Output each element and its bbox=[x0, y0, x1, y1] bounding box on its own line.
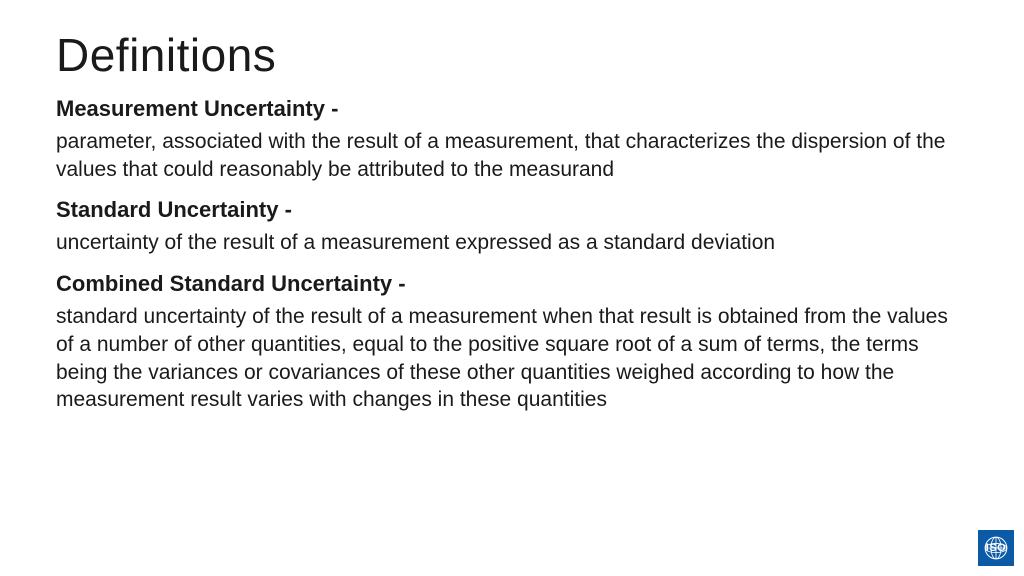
term-heading: Standard Uncertainty - bbox=[56, 197, 968, 223]
slide-title: Definitions bbox=[56, 28, 968, 82]
term-definition: parameter, associated with the result of… bbox=[56, 128, 968, 183]
term-definition: uncertainty of the result of a measureme… bbox=[56, 229, 968, 257]
slide-container: Definitions Measurement Uncertainty - pa… bbox=[0, 0, 1024, 576]
iso-logo-icon: ISO bbox=[978, 530, 1014, 566]
term-definition: standard uncertainty of the result of a … bbox=[56, 303, 968, 414]
term-heading: Combined Standard Uncertainty - bbox=[56, 271, 968, 297]
term-heading: Measurement Uncertainty - bbox=[56, 96, 968, 122]
iso-logo-text: ISO bbox=[986, 542, 1006, 554]
